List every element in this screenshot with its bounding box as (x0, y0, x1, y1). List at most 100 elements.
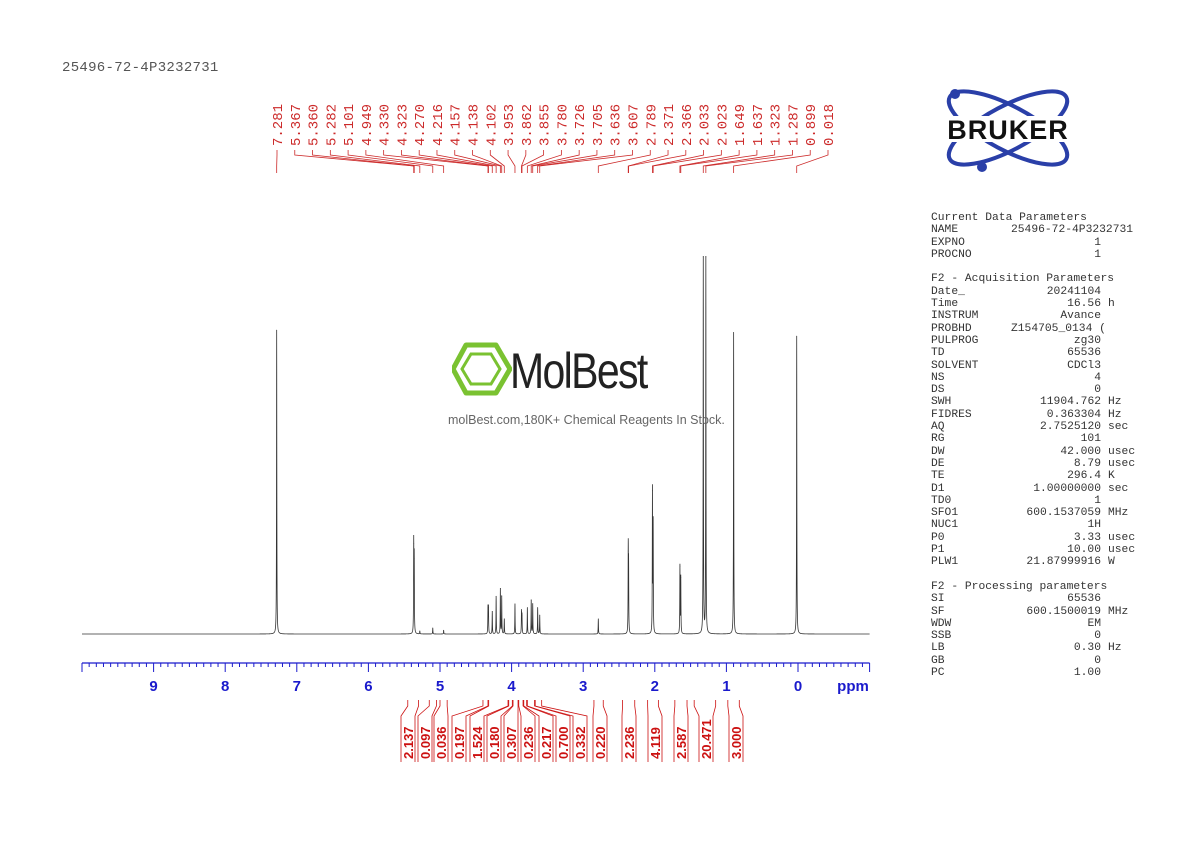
parameter-value: Avance (1060, 310, 1101, 323)
parameter-row: SI 65536 (931, 593, 1135, 605)
x-tick-label: 9 (149, 678, 157, 695)
parameter-value: 0 (1094, 630, 1101, 643)
peak-label-connector (628, 150, 687, 173)
parameter-name: NAME (931, 224, 959, 237)
x-tick-label: 5 (436, 678, 444, 695)
parameter-unit (1101, 249, 1108, 261)
integral-labels: 2.137 0.097 0.036 0.197 1.524 0.180 0.307 0.236… (400, 700, 744, 762)
peak-label-connector (526, 150, 562, 173)
parameter-value: 600.1537059 (1026, 507, 1101, 520)
peak-label-connector (652, 150, 722, 173)
parameter-name: FIDRES (931, 408, 972, 421)
parameter-row: INSTRUM Avance (931, 310, 1135, 322)
integral-value: 2.236 (622, 726, 637, 759)
parameter-row: PROBHD Z154705_0134 ( (931, 323, 1135, 335)
peak-point (680, 577, 682, 578)
parameter-section-title: F2 - Acquisition Parameters (931, 273, 1115, 286)
integral-bracket (451, 700, 484, 762)
parameter-row: P1 10.00 usec (931, 544, 1135, 556)
parameter-value: 10.00 (1067, 544, 1101, 557)
parameter-row: SWH 11904.762 Hz (931, 396, 1135, 408)
parameter-unit (1101, 655, 1108, 667)
parameter-row: DW 42.000 usec (931, 446, 1135, 458)
parameter-value: 600.1500019 (1026, 605, 1101, 618)
parameter-row: PULPROG zg30 (931, 335, 1135, 347)
integral-value: 0.220 (593, 726, 608, 759)
parameter-row: TD0 1 (931, 495, 1135, 507)
integral-bracket (414, 700, 419, 762)
peak-point (501, 595, 503, 597)
peak-point (521, 610, 522, 612)
parameter-value: 1.00000000 (1033, 482, 1101, 495)
parameter-value: 296.4 (1067, 470, 1101, 483)
peak-label-connector (383, 150, 489, 173)
parameter-unit (1101, 224, 1108, 236)
parameter-value: 65536 (1067, 593, 1101, 606)
parameter-name: GB (931, 654, 945, 667)
peak-label-connector (537, 150, 616, 173)
parameter-name: SWH (931, 396, 952, 409)
parameter-row: AQ 2.7525120 sec (931, 421, 1135, 433)
peak-point (652, 490, 653, 492)
parameter-name: P0 (931, 531, 945, 544)
x-tick-label: 4 (507, 678, 516, 695)
integral-bracket (433, 700, 441, 762)
parameter-row: PLW1 21.87999916 W (931, 556, 1135, 568)
parameter-unit (1101, 323, 1108, 335)
parameter-unit: K (1108, 470, 1115, 483)
parameter-name: PC (931, 666, 945, 679)
parameter-name: SFO1 (931, 507, 959, 520)
integral-bracket (634, 700, 637, 762)
parameter-row: TE 296.4 K (931, 470, 1135, 482)
parameter-section-title: F2 - Processing parameters (931, 580, 1108, 593)
peak-label: 2.023 (715, 104, 731, 146)
sample-id: 25496-72-4P3232731 (62, 60, 219, 76)
parameter-name: Time (931, 298, 959, 311)
x-tick-label: 3 (579, 678, 587, 695)
peak-point (499, 588, 501, 590)
integral-value: 2.137 (401, 726, 416, 759)
peak-point (652, 524, 654, 526)
parameter-unit: usec (1108, 445, 1136, 458)
peak-point (503, 618, 505, 620)
integral-bracket (657, 700, 663, 762)
parameter-value: 0 (1094, 384, 1101, 397)
parameter-value: 0.363304 (1046, 408, 1101, 421)
peak-label: 4.102 (484, 104, 500, 146)
peak-label-connector (597, 150, 651, 173)
parameter-row: EXPNO 1 (931, 237, 1135, 249)
peak-point (627, 550, 629, 552)
x-tick-label: 6 (364, 678, 372, 695)
parameter-row: SSB 0 (931, 630, 1135, 642)
peak-label: 1.323 (769, 104, 785, 146)
peak-point (539, 614, 541, 616)
integral-bracket (727, 700, 730, 762)
parameter-unit (1101, 519, 1108, 531)
parameter-row: DS 0 (931, 384, 1135, 396)
integral-bracket (712, 700, 717, 762)
parameter-row: PROCNO 1 (931, 249, 1135, 261)
integral-bracket (417, 700, 430, 762)
parameter-value: CDCl3 (1067, 359, 1101, 372)
peak-point (532, 603, 534, 605)
peak-label-connector (365, 150, 445, 173)
integral-value: 1.524 (470, 726, 485, 759)
parameter-unit: W (1108, 556, 1115, 569)
bruker-logo: BRUKER (924, 89, 1092, 172)
parameter-name: Date_ (931, 285, 965, 298)
integral-bracket (522, 700, 536, 762)
peak-label: 4.157 (449, 104, 465, 146)
peak-label-connector (532, 150, 598, 173)
integral-value: 0.307 (504, 726, 519, 759)
integral-bracket (518, 700, 522, 762)
peak-label: 5.282 (324, 104, 340, 146)
peak-point (530, 599, 532, 601)
integral-bracket (523, 700, 540, 762)
parameter-row: NAME 25496-72-4P3232731 (931, 224, 1135, 236)
peak-point (796, 335, 798, 337)
parameter-value: 1 (1094, 494, 1101, 507)
parameter-name: DS (931, 384, 945, 397)
peak-label-connector (294, 150, 415, 173)
peak-point (526, 607, 528, 609)
